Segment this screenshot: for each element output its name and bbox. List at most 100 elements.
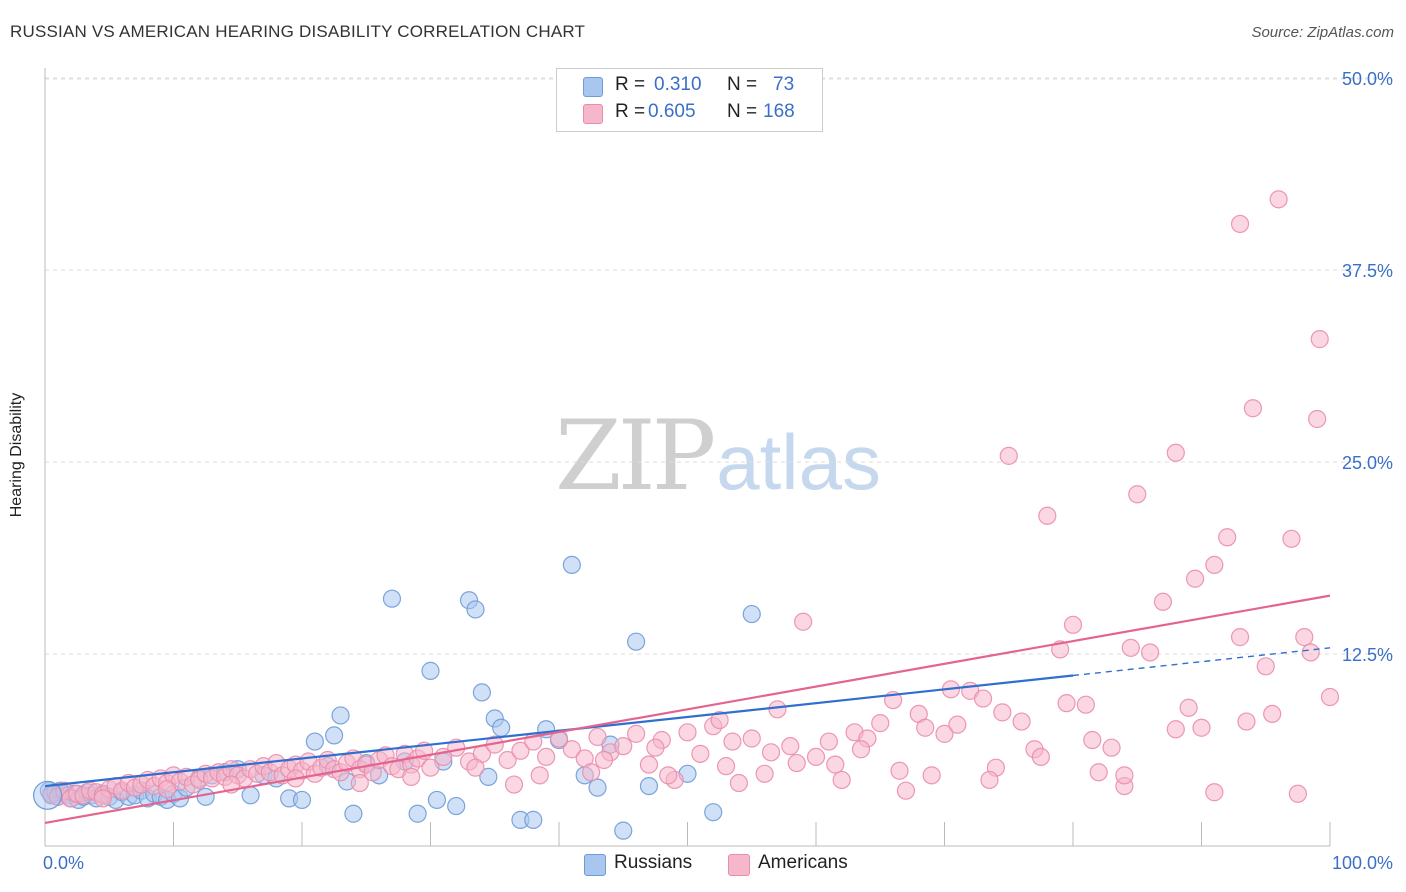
russians-point [305, 732, 324, 751]
x-tick-label: 0.0% [43, 853, 84, 873]
americans-point [871, 714, 890, 733]
americans-point [157, 780, 177, 799]
russians-point [479, 767, 498, 786]
americans-point [980, 770, 999, 790]
americans-point [1089, 763, 1108, 782]
russians-point [492, 718, 511, 737]
russians-point [588, 778, 607, 797]
americans-point [993, 703, 1012, 722]
legend-r-label: R = [615, 101, 646, 122]
americans-point [1031, 747, 1050, 767]
americans-point [826, 755, 845, 774]
americans-point [794, 612, 813, 631]
americans-point [948, 715, 967, 734]
americans-point [1205, 783, 1224, 802]
russians-point [742, 604, 761, 624]
americans-point [1166, 443, 1185, 462]
americans-point [1205, 555, 1224, 575]
russians-point [524, 810, 543, 829]
americans-swatch [583, 104, 603, 124]
americans-point [646, 738, 665, 757]
americans-trendline [44, 594, 1331, 825]
americans-point [1243, 399, 1263, 418]
americans-legend-swatch [728, 854, 750, 876]
americans-point [562, 740, 581, 759]
legend-r-value: 0.605 [648, 101, 696, 122]
americans-point [582, 763, 601, 782]
russians-point [639, 776, 659, 796]
russians-point [427, 790, 447, 810]
russians-point [472, 683, 491, 702]
americans-point [1230, 214, 1250, 234]
americans-point [1140, 643, 1160, 662]
americans-point [1121, 638, 1140, 657]
americans-point [781, 737, 800, 756]
americans-point [787, 753, 806, 773]
russians-cluster-point [32, 780, 63, 810]
americans-point [1115, 766, 1134, 785]
americans-point [1282, 529, 1301, 548]
legend-r-label: R = [615, 74, 646, 95]
russians-point [614, 821, 633, 840]
americans-point [691, 744, 710, 763]
americans-point [1192, 718, 1211, 737]
americans-point [498, 750, 517, 770]
americans-point [421, 758, 440, 777]
americans-point [890, 761, 909, 780]
y-tick-label: 12.5% [1342, 645, 1393, 665]
americans-point [659, 766, 678, 785]
americans-point [1237, 712, 1256, 731]
americans-point [723, 732, 742, 751]
americans-point [1012, 712, 1031, 731]
americans-point [1057, 694, 1076, 713]
y-tick-label: 50.0% [1342, 69, 1393, 89]
americans-point [1256, 657, 1275, 676]
americans-point [1185, 569, 1205, 588]
americans-point [1166, 720, 1185, 739]
americans-point [742, 729, 761, 748]
americans-point [594, 750, 614, 770]
russians-point [292, 790, 312, 810]
y-tick-label: 37.5% [1342, 261, 1393, 281]
americans-point [1153, 592, 1173, 611]
russians-swatch [583, 77, 603, 97]
americans-point [851, 740, 871, 759]
russians-point [626, 632, 646, 651]
americans-point [504, 775, 524, 794]
americans-point [537, 747, 556, 767]
legend-r-value: 0.310 [654, 74, 702, 95]
americans-point [710, 710, 729, 730]
americans-point [1310, 330, 1329, 349]
americans-point [639, 755, 659, 774]
legend-n-value: 168 [763, 101, 795, 122]
legend-n-label: N = [727, 74, 758, 95]
americans-legend-label: Americans [758, 852, 848, 873]
russians-point [562, 555, 581, 575]
russians-point [331, 706, 350, 725]
americans-point [1179, 698, 1198, 717]
americans-point [819, 732, 838, 751]
russians-point [466, 600, 485, 619]
americans-point [1038, 506, 1057, 525]
americans-point [588, 727, 607, 747]
americans-point [1308, 409, 1327, 429]
americans-point [1076, 695, 1095, 714]
legend-row-russians: R = 0.310 N = 73 [557, 73, 822, 99]
russians-trendline [44, 674, 1074, 788]
russians-legend-swatch [584, 854, 606, 876]
x-tick-label: 100.0% [1332, 853, 1393, 873]
source-credit: Source: ZipAtlas.com [1251, 24, 1394, 41]
americans-point [768, 700, 787, 719]
americans-point [350, 773, 369, 793]
americans-point [916, 718, 935, 737]
russians-point [704, 803, 723, 822]
russians-point [241, 786, 260, 805]
americans-point [626, 724, 646, 743]
americans-point [716, 757, 736, 776]
americans-point [935, 724, 954, 743]
americans-point [832, 770, 851, 790]
americans-point [999, 446, 1018, 465]
chart-title: RUSSIAN VS AMERICAN HEARING DISABILITY C… [10, 22, 586, 41]
americans-point [530, 766, 549, 785]
